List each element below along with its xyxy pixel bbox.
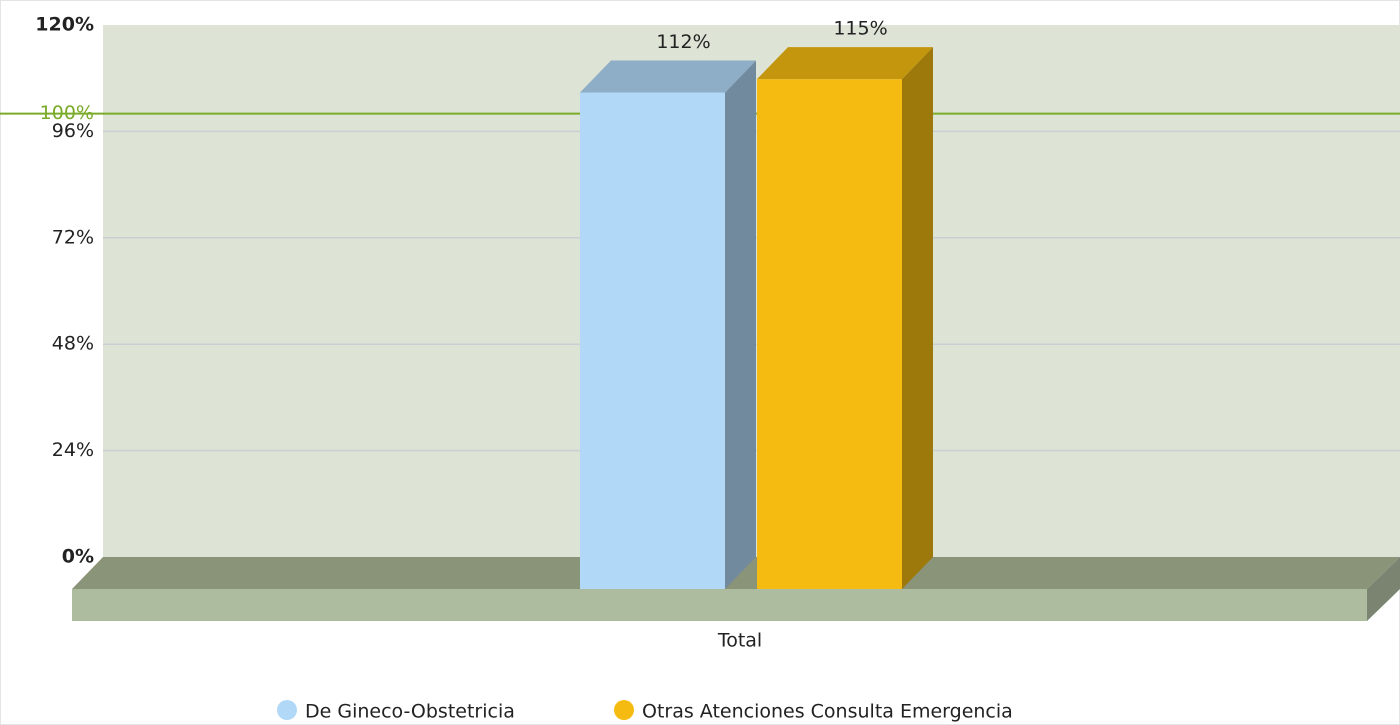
data-label: 112% <box>656 31 710 53</box>
floor-front <box>72 589 1367 621</box>
x-tick-label: Total <box>717 630 762 652</box>
bar-front <box>757 79 902 590</box>
bar-front <box>580 92 725 589</box>
legend-marker <box>277 700 297 720</box>
legend-marker <box>614 700 634 720</box>
y-tick-label: 24% <box>52 439 94 461</box>
bar-side <box>725 60 756 589</box>
y-tick-label: 0% <box>62 546 94 568</box>
y-tick-label: 72% <box>52 226 94 248</box>
legend-label: Otras Atenciones Consulta Emergencia <box>642 701 1013 723</box>
y-tick-label: 120% <box>35 14 94 36</box>
trend-label: 100% <box>40 102 94 124</box>
bar-top <box>757 47 933 80</box>
y-tick-label: 96% <box>52 120 94 142</box>
data-label: 115% <box>833 18 887 40</box>
bar-top <box>580 60 756 93</box>
y-tick-label: 48% <box>52 333 94 355</box>
legend-label: De Gineco-Obstetricia <box>305 701 515 723</box>
floor-side <box>1367 557 1400 621</box>
bar-side <box>902 47 933 589</box>
